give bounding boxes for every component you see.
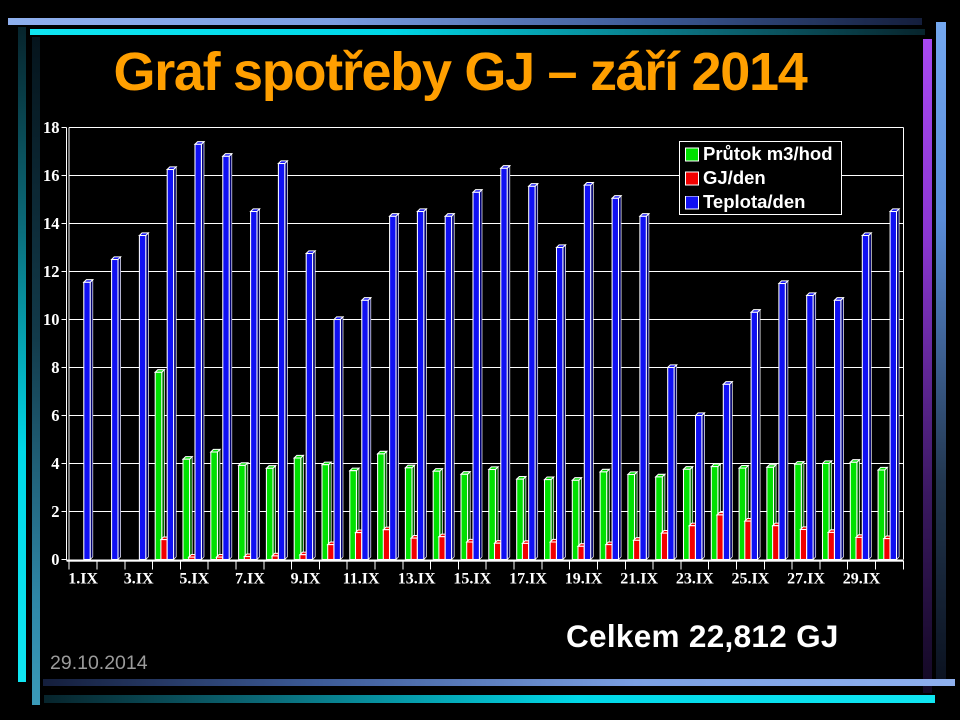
svg-text:5.IX: 5.IX [179, 571, 209, 588]
svg-text:25.IX: 25.IX [732, 571, 770, 588]
svg-text:9.IX: 9.IX [291, 571, 321, 588]
svg-text:10: 10 [43, 310, 60, 329]
svg-text:13.IX: 13.IX [398, 571, 436, 588]
svg-text:8: 8 [51, 358, 59, 377]
svg-text:Teplota/den: Teplota/den [703, 191, 805, 212]
svg-text:15.IX: 15.IX [453, 571, 491, 588]
svg-text:21.IX: 21.IX [620, 571, 658, 588]
svg-text:Průtok m3/hod: Průtok m3/hod [703, 143, 833, 164]
svg-text:11.IX: 11.IX [343, 571, 380, 588]
svg-text:17.IX: 17.IX [509, 571, 547, 588]
svg-text:2: 2 [51, 502, 59, 521]
svg-text:GJ/den: GJ/den [703, 167, 766, 188]
svg-text:4: 4 [51, 454, 59, 473]
svg-text:1.IX: 1.IX [68, 571, 98, 588]
svg-text:27.IX: 27.IX [787, 571, 825, 588]
svg-text:29.IX: 29.IX [843, 571, 881, 588]
svg-text:19.IX: 19.IX [565, 571, 603, 588]
svg-text:23.IX: 23.IX [676, 571, 714, 588]
svg-text:12: 12 [43, 262, 60, 281]
svg-text:7.IX: 7.IX [235, 571, 265, 588]
svg-text:16: 16 [43, 166, 60, 185]
svg-text:3.IX: 3.IX [124, 571, 154, 588]
svg-text:18: 18 [43, 118, 60, 137]
svg-text:14: 14 [43, 214, 60, 233]
svg-text:6: 6 [51, 406, 59, 425]
svg-text:0: 0 [51, 550, 59, 569]
